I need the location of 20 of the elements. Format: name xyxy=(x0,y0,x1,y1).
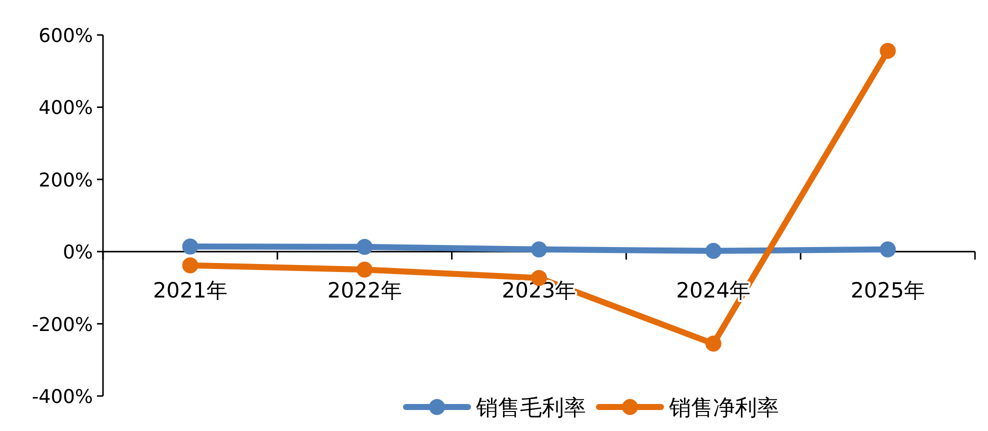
point xyxy=(531,241,547,258)
legend-label: 销售毛利率 xyxy=(475,396,586,421)
y-tick-label: 0% xyxy=(62,242,93,264)
point xyxy=(705,242,722,259)
point xyxy=(182,238,198,255)
point xyxy=(182,257,198,274)
x-tick-label: 2022年 xyxy=(327,278,402,303)
y-tick-label: -200% xyxy=(32,314,93,336)
point xyxy=(705,336,722,352)
y-tick-label: 600% xyxy=(38,25,93,47)
point xyxy=(356,262,373,278)
x-tick-label: 2025年 xyxy=(850,278,926,303)
y-tick-label: 200% xyxy=(38,169,93,192)
y-tick-label: -400% xyxy=(32,386,93,408)
point xyxy=(356,238,373,255)
y-tick-label: 400% xyxy=(38,97,93,120)
point xyxy=(880,42,896,59)
legend-label: 销售净利率 xyxy=(668,396,779,421)
x-tick-label: 2021年 xyxy=(152,278,228,303)
point xyxy=(880,241,896,258)
